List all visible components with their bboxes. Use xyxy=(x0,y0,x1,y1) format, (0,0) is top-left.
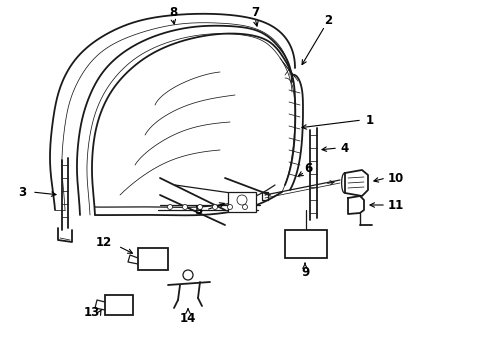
Circle shape xyxy=(168,204,172,210)
Circle shape xyxy=(183,270,193,280)
Text: 3: 3 xyxy=(18,185,26,198)
Text: 5: 5 xyxy=(194,203,202,216)
Circle shape xyxy=(237,195,247,205)
Bar xyxy=(285,230,327,258)
Text: 9: 9 xyxy=(301,266,309,279)
Text: 4: 4 xyxy=(340,141,348,154)
Text: 10: 10 xyxy=(388,171,404,185)
Circle shape xyxy=(197,204,202,210)
Text: 12: 12 xyxy=(96,235,112,248)
Text: 7: 7 xyxy=(251,5,259,18)
Circle shape xyxy=(227,204,232,210)
Text: 2: 2 xyxy=(324,14,332,27)
Text: 1: 1 xyxy=(366,113,374,126)
Circle shape xyxy=(243,204,247,210)
Text: 14: 14 xyxy=(180,311,196,324)
Text: 11: 11 xyxy=(388,198,404,212)
Circle shape xyxy=(182,204,188,210)
Text: 6: 6 xyxy=(304,162,312,175)
Text: 13: 13 xyxy=(84,306,100,319)
Bar xyxy=(138,248,168,270)
Circle shape xyxy=(213,204,218,210)
Text: 8: 8 xyxy=(169,5,177,18)
Bar xyxy=(228,192,256,212)
Bar xyxy=(105,295,133,315)
